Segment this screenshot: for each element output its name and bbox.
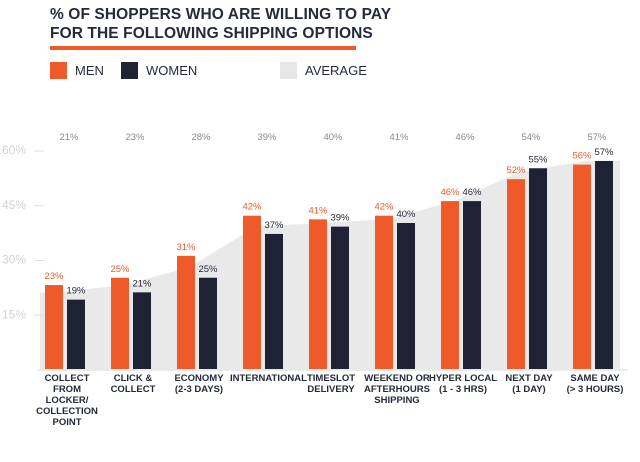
men-bar <box>309 219 327 369</box>
legend-item-women: WOMEN <box>121 61 197 79</box>
category-label: TIMESLOT DELIVERY <box>306 373 356 395</box>
women-value-label: 19% <box>66 286 86 297</box>
men-value-label: 56% <box>572 151 592 162</box>
men-value-label: 41% <box>308 205 328 216</box>
men-bar <box>573 164 591 369</box>
women-bar <box>67 299 85 369</box>
women-value-label: 21% <box>132 278 152 289</box>
category-label: INTERNATIONAL <box>230 373 307 384</box>
category-label: ECONOMY (2-3 DAYS) <box>174 373 224 395</box>
average-value-label: 28% <box>191 132 211 143</box>
category-label: SAME DAY (> 3 HOURS) <box>566 373 624 395</box>
women-value-label: 57% <box>594 147 614 158</box>
average-value-label: 23% <box>125 132 145 143</box>
men-bar <box>177 255 195 369</box>
category-label: NEXT DAY (1 DAY) <box>505 373 553 395</box>
category-label: COLLECT FROM LOCKER/ COLLECTION POINT <box>36 373 98 428</box>
women-value-label: 55% <box>528 154 548 165</box>
men-bar <box>243 215 261 369</box>
men-value-label: 42% <box>242 202 262 213</box>
average-value-label: 57% <box>587 132 607 143</box>
average-value-label: 46% <box>455 132 475 143</box>
women-bar <box>463 201 481 369</box>
women-bar <box>397 223 415 369</box>
women-bar <box>529 168 547 369</box>
legend-swatch-average <box>280 61 297 79</box>
legend-label-women: WOMEN <box>146 62 198 78</box>
average-value-label: 39% <box>257 132 277 143</box>
women-value-label: 37% <box>264 220 284 231</box>
women-value-label: 40% <box>396 209 416 220</box>
y-tick-label: 60% <box>2 143 26 157</box>
women-value-label: 39% <box>330 213 350 224</box>
legend-swatch-men <box>50 61 67 79</box>
y-tick-label: 45% <box>2 198 26 212</box>
men-bar <box>111 277 129 369</box>
title-underline <box>50 46 356 50</box>
chart-title-line-2: FOR THE FOLLOWING SHIPPING OPTIONS <box>50 25 373 42</box>
average-value-label: 21% <box>59 132 79 143</box>
men-value-label: 52% <box>506 165 526 176</box>
women-value-label: 46% <box>462 187 482 198</box>
average-value-label: 54% <box>521 132 541 143</box>
average-value-label: 40% <box>323 132 343 143</box>
men-bar <box>375 215 393 369</box>
men-value-label: 23% <box>44 271 64 282</box>
legend-label-men: MEN <box>75 62 104 78</box>
men-bar <box>45 285 63 369</box>
men-value-label: 42% <box>374 202 394 213</box>
women-value-label: 25% <box>198 264 218 275</box>
women-bar <box>133 292 151 369</box>
category-label: HYPER LOCAL (1 - 3 HRS) <box>428 373 498 395</box>
chart-title: % OF SHOPPERS WHO ARE WILLING TO PAY FOR… <box>50 5 391 43</box>
category-label: CLICK & COLLECT <box>110 373 156 395</box>
chart-title-line-1: % OF SHOPPERS WHO ARE WILLING TO PAY <box>50 6 392 23</box>
men-bar <box>507 179 525 369</box>
category-label: WEEKEND OR AFTERHOURS SHIPPING <box>364 373 430 406</box>
legend-item-average: AVERAGE <box>280 61 367 79</box>
men-value-label: 25% <box>110 264 130 275</box>
y-tick-label: 15% <box>2 307 26 321</box>
men-value-label: 46% <box>440 187 460 198</box>
average-value-label: 41% <box>389 132 409 143</box>
legend-swatch-women <box>121 61 138 79</box>
legend-item-men: MEN <box>50 61 104 79</box>
women-bar <box>331 226 349 369</box>
men-value-label: 31% <box>176 242 196 253</box>
men-bar <box>441 201 459 369</box>
women-bar <box>595 160 613 369</box>
women-bar <box>199 277 217 369</box>
y-tick-label: 30% <box>2 253 26 267</box>
women-bar <box>265 233 283 369</box>
legend-label-average: AVERAGE <box>305 62 367 78</box>
